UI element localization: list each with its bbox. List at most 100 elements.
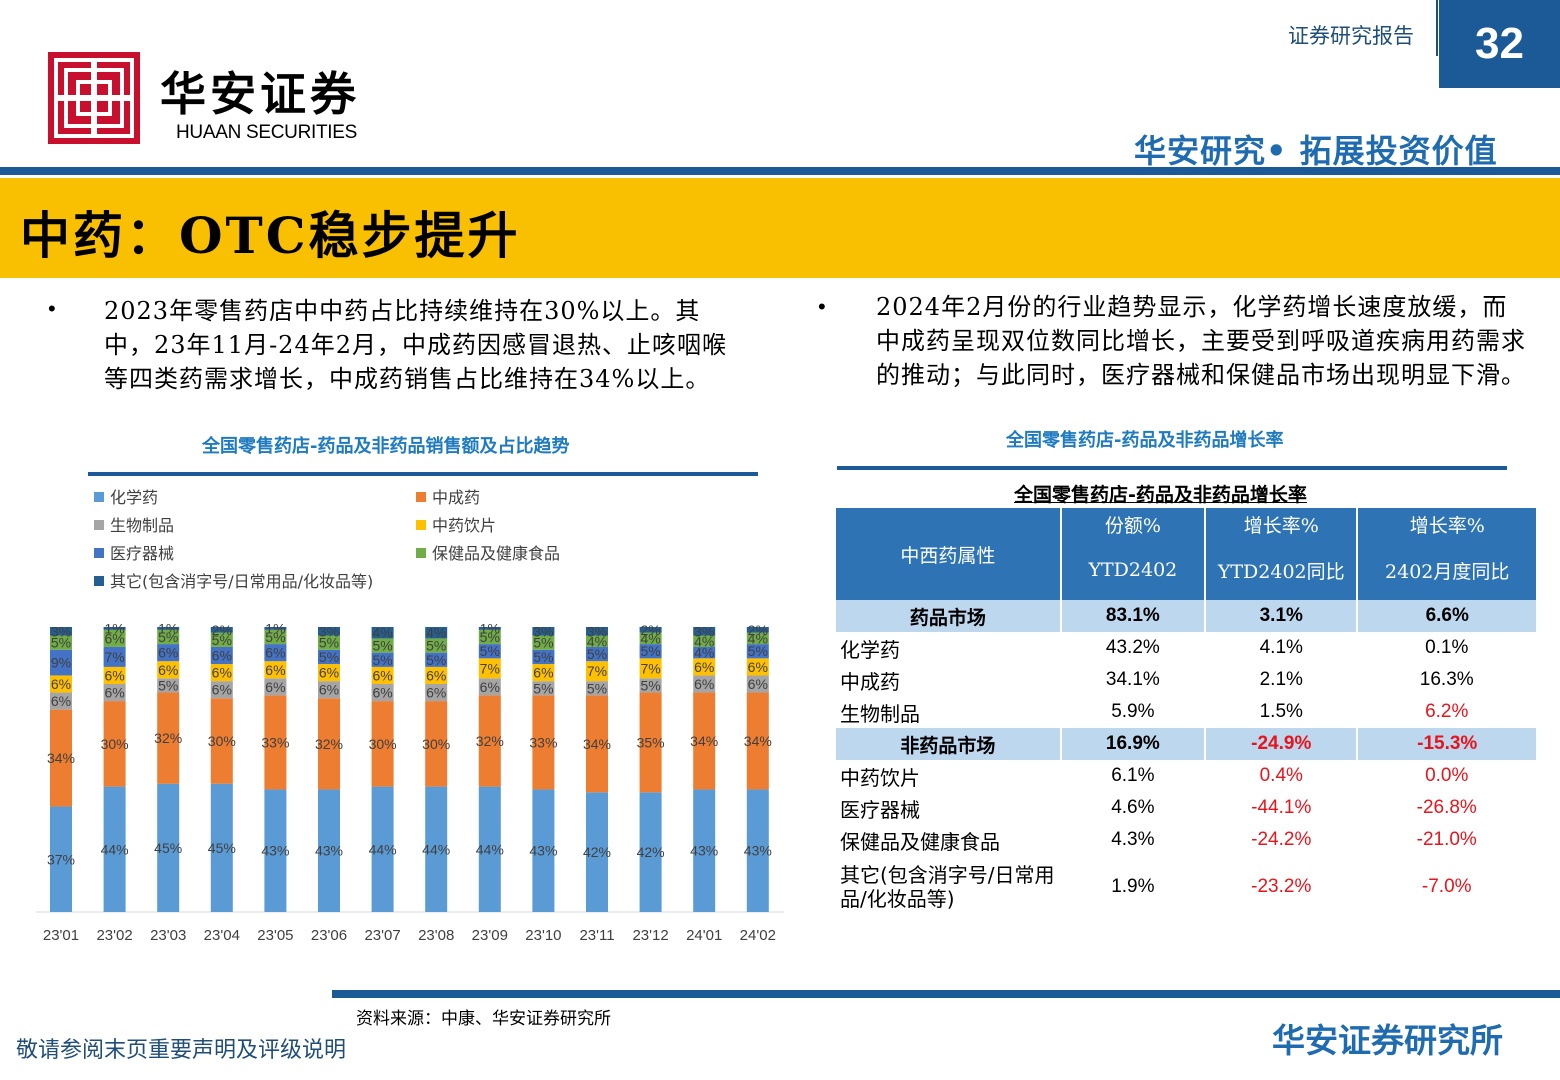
row-label: 医疗器械 bbox=[840, 797, 920, 822]
data-label: 5% bbox=[372, 638, 392, 654]
row-label: 非药品市场 bbox=[836, 728, 1062, 760]
tagline: 华安研究• 拓展投资价值 bbox=[1134, 132, 1498, 170]
data-label: 6% bbox=[426, 667, 446, 683]
source-note: 资料来源：中康、华安证券研究所 bbox=[356, 1009, 611, 1029]
data-label: 44% bbox=[422, 841, 450, 857]
growth-month-value: 6.6% bbox=[1357, 600, 1536, 632]
growth-month-value: 0.1% bbox=[1425, 637, 1469, 658]
bar-segment bbox=[586, 646, 608, 662]
row-label: 中药饮片 bbox=[840, 765, 920, 790]
share-value: 16.9% bbox=[1060, 728, 1207, 760]
x-tick-label: 24'01 bbox=[686, 927, 722, 944]
data-label: 6% bbox=[212, 665, 232, 681]
x-tick-label: 23'12 bbox=[632, 927, 668, 944]
x-tick-label: 23'02 bbox=[96, 927, 132, 944]
bar-segment bbox=[157, 661, 180, 679]
x-tick-label: 23'03 bbox=[150, 927, 186, 944]
bar-segment bbox=[425, 652, 448, 667]
data-label: 6% bbox=[104, 630, 124, 646]
data-label: 6% bbox=[212, 648, 232, 664]
data-label: 6% bbox=[104, 685, 124, 701]
bar-segment bbox=[425, 638, 448, 653]
report-type-label: 证券研究报告 bbox=[1288, 24, 1414, 48]
bar-segment bbox=[318, 664, 340, 682]
stacked-bar-chart: 化学药 中成药 生物制品 中药饮片 医疗器械 保健品及健康食品 其它(包含消字号/日常用品/… bbox=[30, 480, 800, 965]
legend-swatch-icon bbox=[94, 520, 104, 530]
data-label: 32% bbox=[476, 733, 504, 749]
bar-segment bbox=[425, 627, 448, 639]
bar-segment bbox=[210, 664, 233, 682]
bar-segment bbox=[103, 701, 126, 787]
table-row: 中成药 34.1% 2.1% 16.3% bbox=[836, 664, 1536, 696]
legend-label: 中药饮片 bbox=[432, 516, 497, 535]
bar-segment bbox=[157, 627, 180, 630]
bar-segment bbox=[157, 644, 180, 662]
bar-segment bbox=[210, 646, 233, 665]
data-label: 32% bbox=[315, 736, 343, 752]
header-share: 份额% bbox=[1060, 508, 1207, 540]
table-header-row: 中西药属性 份额% 增长率% 增长率% bbox=[836, 508, 1536, 600]
growth-month-value: -21.0% bbox=[1416, 829, 1477, 850]
bar-segment bbox=[157, 783, 180, 912]
growth-ytd-value: -24.2% bbox=[1251, 829, 1312, 850]
data-label: 1% bbox=[265, 620, 285, 636]
data-label: 1% bbox=[480, 620, 500, 636]
data-label: 5% bbox=[533, 680, 553, 696]
data-label: 43% bbox=[529, 843, 557, 859]
x-tick-label: 23'06 bbox=[311, 927, 347, 944]
bar-segment bbox=[103, 646, 126, 667]
bar-segment bbox=[586, 627, 608, 636]
bar-segment bbox=[103, 786, 126, 912]
bullet-right-text: 2024年2月份的行业趋势显示，化学药增长速度放缓，而中成药呈现双位数同比增长，… bbox=[876, 293, 1526, 389]
bar-segment bbox=[478, 786, 501, 912]
bar-segment bbox=[639, 632, 662, 645]
legend-swatch-icon bbox=[416, 492, 426, 502]
data-label: 6% bbox=[51, 693, 71, 709]
growth-month-value: -15.3% bbox=[1357, 728, 1536, 760]
data-label: 32% bbox=[154, 730, 182, 746]
data-label: 42% bbox=[637, 844, 665, 860]
table-title: 全国零售药店-药品及非药品增长率 bbox=[1014, 484, 1307, 506]
share-value: 1.9% bbox=[1111, 876, 1155, 897]
bar-segment bbox=[371, 652, 394, 667]
bar-segment bbox=[586, 681, 608, 696]
table-row: 生物制品 5.9% 1.5% 6.2% bbox=[836, 696, 1536, 728]
bar-segment bbox=[639, 678, 662, 693]
legend-label: 其它(包含消字号/日常用品/化妆品等) bbox=[110, 572, 374, 591]
data-label: 2% bbox=[748, 622, 768, 638]
x-tick-label: 23'05 bbox=[257, 927, 293, 944]
bar-segment bbox=[264, 695, 287, 790]
data-label: 5% bbox=[748, 643, 768, 659]
data-label: 7% bbox=[640, 660, 660, 676]
data-label: 6% bbox=[51, 676, 71, 692]
data-label: 5% bbox=[640, 677, 660, 693]
company-name-cn: 华安证券 bbox=[160, 67, 360, 121]
bar-segment bbox=[693, 646, 716, 659]
data-label: 5% bbox=[319, 635, 339, 651]
legend-swatch-icon bbox=[94, 492, 104, 502]
bar-segment bbox=[639, 627, 662, 633]
data-label: 6% bbox=[372, 667, 392, 683]
legend-item: 中成药 bbox=[416, 484, 480, 508]
bar-segment bbox=[425, 786, 448, 912]
data-label: 5% bbox=[158, 677, 178, 693]
legend-label: 化学药 bbox=[110, 488, 159, 507]
data-label: 6% bbox=[158, 645, 178, 661]
growth-month-value: 6.2% bbox=[1425, 701, 1469, 722]
bullet-left-text: 2023年零售药店中中药占比持续维持在30%以上。其中，23年11月-24年2月… bbox=[104, 297, 727, 393]
data-label: 6% bbox=[212, 682, 232, 698]
bar-segment bbox=[639, 692, 662, 793]
chart-caption: 全国零售药店-药品及非药品销售额及占比趋势 bbox=[202, 436, 570, 457]
growth-ytd-value: -24.9% bbox=[1205, 728, 1359, 760]
data-label: 4% bbox=[426, 625, 446, 641]
bar-segment bbox=[586, 695, 608, 793]
data-label: 3% bbox=[533, 623, 553, 639]
data-label: 5% bbox=[319, 649, 339, 665]
data-label: 5% bbox=[158, 629, 178, 645]
x-tick-label: 23'07 bbox=[364, 927, 400, 944]
data-label: 5% bbox=[212, 632, 232, 648]
bar-segment bbox=[50, 675, 72, 693]
company-logo-mark bbox=[48, 52, 140, 144]
legend-item: 中药饮片 bbox=[416, 512, 496, 536]
bar-segment bbox=[586, 635, 608, 647]
